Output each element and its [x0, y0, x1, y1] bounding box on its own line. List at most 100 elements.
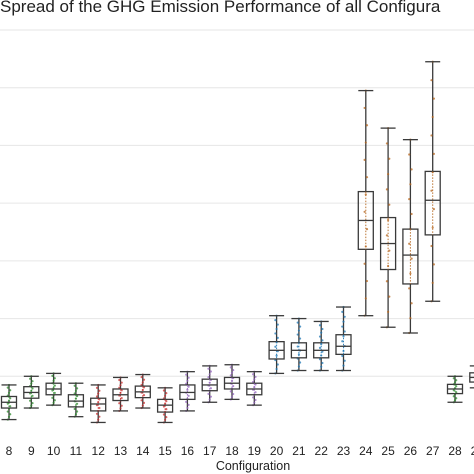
data-point — [74, 413, 77, 416]
data-point — [51, 374, 54, 377]
data-point — [207, 367, 210, 370]
data-point — [276, 336, 279, 339]
data-point — [52, 401, 55, 404]
data-point — [410, 302, 413, 305]
data-point — [120, 389, 123, 392]
data-point — [430, 244, 433, 248]
data-point — [410, 257, 413, 260]
data-point — [341, 310, 344, 314]
data-point — [408, 242, 411, 245]
box-config-17 — [201, 364, 218, 404]
data-point — [165, 416, 168, 419]
data-point — [119, 407, 122, 410]
data-point — [7, 415, 11, 419]
data-point — [408, 198, 411, 201]
data-point — [209, 370, 212, 373]
data-point — [162, 413, 165, 416]
data-point — [343, 330, 346, 333]
data-point — [385, 142, 388, 145]
data-point — [387, 310, 390, 314]
box-config-8 — [0, 383, 18, 421]
data-point — [6, 402, 9, 405]
data-point — [254, 398, 257, 402]
data-point — [29, 399, 32, 402]
data-point — [385, 234, 388, 237]
data-point — [432, 263, 435, 266]
data-point — [343, 359, 346, 362]
data-point — [186, 406, 189, 409]
data-point — [232, 392, 235, 396]
x-tick-label: 20 — [270, 444, 284, 458]
data-point — [185, 373, 188, 376]
data-point — [254, 383, 257, 386]
data-point — [9, 405, 12, 408]
data-point — [76, 402, 79, 405]
data-point — [275, 354, 278, 357]
data-point — [432, 97, 435, 100]
x-tick-label: 16 — [181, 444, 195, 458]
data-point — [140, 376, 143, 379]
data-point — [296, 333, 299, 336]
data-point — [318, 346, 322, 349]
gridlines — [0, 29, 474, 377]
data-point — [164, 394, 167, 397]
box-config-22 — [313, 320, 330, 372]
data-point — [31, 394, 34, 397]
data-point — [453, 399, 457, 402]
data-point — [321, 339, 324, 342]
x-tick-label: 24 — [359, 444, 373, 458]
x-tick-label: 25 — [381, 444, 395, 458]
data-point — [118, 402, 121, 405]
data-point — [430, 189, 433, 192]
data-point — [364, 193, 367, 196]
x-tick-label: 12 — [92, 444, 106, 458]
data-point — [165, 408, 168, 411]
data-point — [296, 345, 299, 348]
data-point — [409, 272, 412, 275]
data-point — [275, 327, 278, 331]
data-point — [165, 400, 168, 403]
boxes — [0, 60, 474, 424]
data-point — [230, 371, 234, 374]
box-config-26 — [402, 138, 419, 335]
box-config-21 — [290, 317, 308, 372]
data-point — [95, 395, 99, 398]
data-point — [410, 212, 413, 216]
data-point — [31, 380, 34, 383]
data-point — [430, 79, 433, 82]
data-point — [6, 410, 9, 413]
data-point — [252, 396, 255, 399]
data-point — [274, 345, 277, 348]
data-point — [187, 403, 190, 406]
data-point — [120, 404, 123, 407]
x-tick-label: 18 — [225, 444, 239, 458]
data-point — [342, 335, 345, 338]
data-point — [118, 378, 121, 382]
data-point — [455, 397, 458, 400]
data-point — [432, 152, 435, 155]
x-tick-label: 29 — [471, 444, 474, 458]
data-point — [185, 400, 188, 403]
data-point — [276, 363, 279, 366]
data-point — [53, 377, 56, 380]
box-config-13 — [112, 376, 129, 413]
data-point — [341, 325, 344, 328]
box-config-10 — [45, 372, 62, 407]
data-point — [297, 353, 300, 356]
data-point — [76, 410, 79, 413]
data-point — [187, 394, 190, 397]
data-point — [452, 395, 455, 398]
chart-title: Spread of the GHG Emission Performance o… — [0, 0, 441, 16]
data-point — [430, 134, 433, 137]
x-tick-label: 28 — [448, 444, 462, 458]
data-point — [95, 412, 99, 415]
data-point — [431, 226, 434, 229]
data-point — [9, 397, 12, 400]
data-point — [431, 115, 434, 119]
box-config-20 — [268, 314, 285, 375]
data-point — [253, 401, 256, 404]
x-tick-label: 15 — [158, 444, 172, 458]
data-point — [321, 327, 324, 331]
data-point — [76, 394, 79, 398]
data-point — [318, 358, 322, 361]
